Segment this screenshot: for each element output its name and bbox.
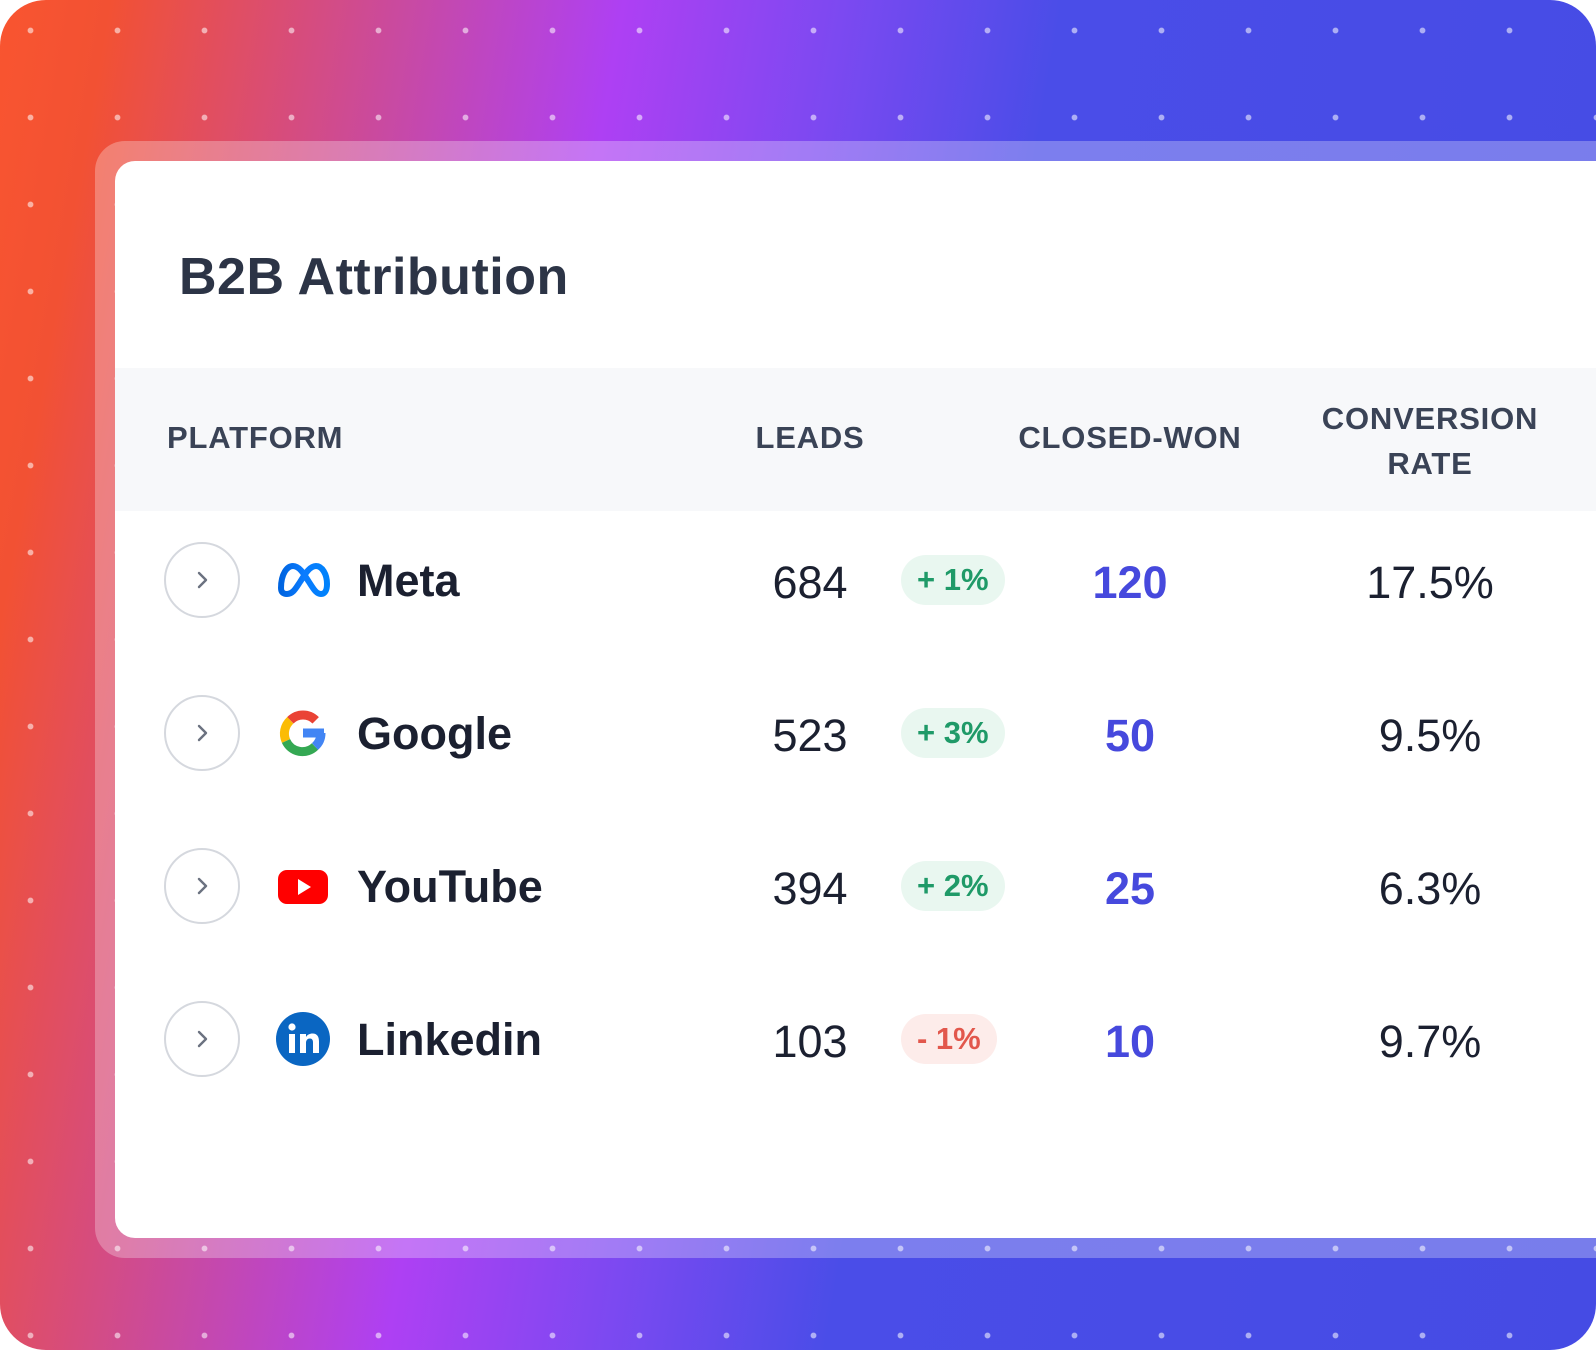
attribution-card: B2B Attribution PLATFORM LEADS CLOSED-WO… [115,161,1596,1238]
leads-change-badge: + 3% [901,708,1005,758]
google-icon [279,710,326,757]
table-row: YouTube 394 + 2% 25 6.3% [115,811,1596,961]
closed-won-value: 25 [1104,863,1156,914]
closed-won-value: 120 [1092,557,1168,608]
chevron-right-icon [197,571,208,589]
platform-name: Meta [357,555,460,606]
leads-change-badge: + 2% [901,861,1005,911]
table-row: Meta 684 + 1% 120 17.5% [115,505,1596,655]
card-title: B2B Attribution [179,248,569,306]
table-row: Linkedin 103 - 1% 10 9.7% [115,964,1596,1114]
header-conversion-line1: CONVERSION [1321,401,1539,436]
conversion-rate-value: 9.7% [1378,1016,1482,1067]
leads-value: 394 [772,863,848,914]
platform-name: Linkedin [357,1014,543,1065]
header-platform: PLATFORM [167,420,344,455]
conversion-rate-value: 6.3% [1378,863,1482,914]
chevron-right-icon [197,877,208,895]
header-conversion-line2: RATE [1387,446,1473,481]
expand-row-button[interactable] [164,695,240,771]
linkedin-icon [276,1012,330,1066]
chevron-right-icon [197,724,208,742]
expand-row-button[interactable] [164,1001,240,1077]
youtube-icon [278,870,328,904]
leads-value: 684 [772,557,848,608]
conversion-rate-value: 9.5% [1378,710,1482,761]
header-conversion-rate: CONVERSION RATE [1295,396,1565,486]
closed-won-value: 50 [1104,710,1156,761]
platform-name: Google [357,708,512,759]
meta-icon [278,563,330,597]
leads-value: 103 [772,1016,848,1067]
closed-won-value: 10 [1104,1016,1156,1067]
chevron-right-icon [197,1030,208,1048]
leads-value: 523 [772,710,848,761]
leads-change-badge: - 1% [901,1014,997,1064]
conversion-rate-value: 17.5% [1366,557,1494,608]
header-leads: LEADS [755,420,865,455]
leads-change-badge: + 1% [901,555,1005,605]
expand-row-button[interactable] [164,542,240,618]
platform-name: YouTube [357,861,543,912]
table-header: PLATFORM LEADS CLOSED-WON CONVERSION RAT… [115,368,1596,511]
expand-row-button[interactable] [164,848,240,924]
table-row: Google 523 + 3% 50 9.5% [115,658,1596,808]
header-closed-won: CLOSED-WON [1018,420,1242,455]
